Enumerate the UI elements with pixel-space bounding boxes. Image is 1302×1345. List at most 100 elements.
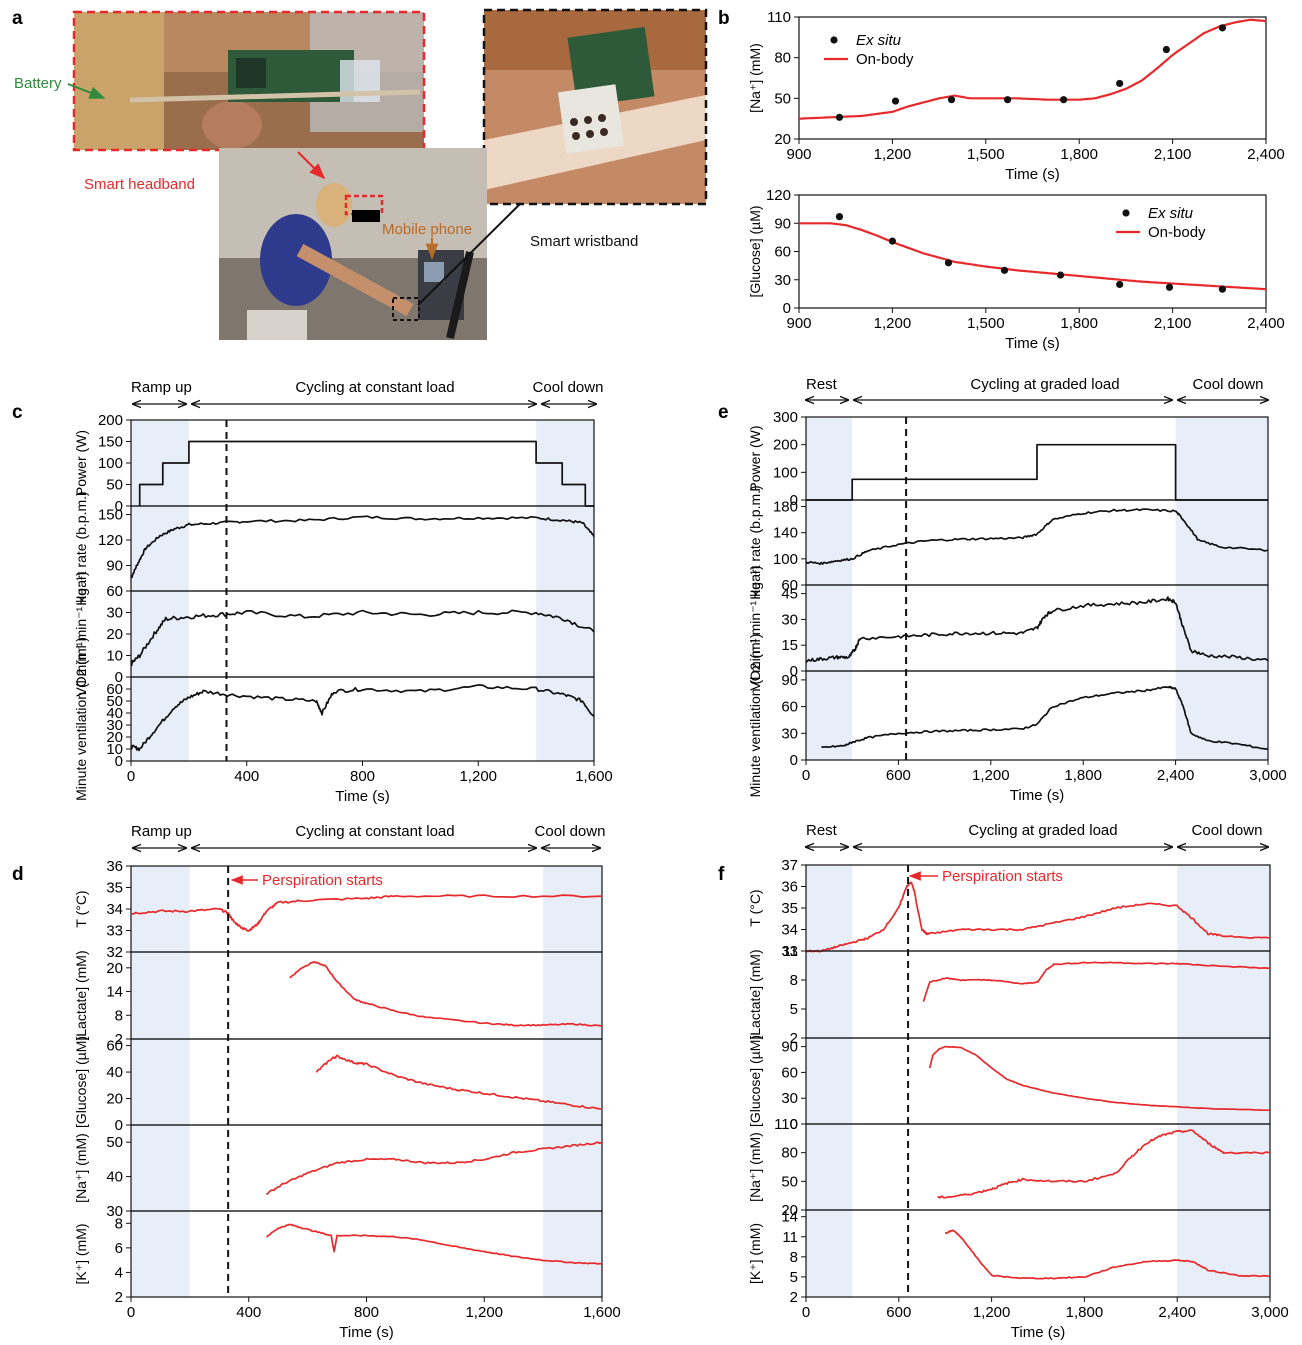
y-axis-label: Heart rate (b.p.m.) xyxy=(747,485,763,599)
chart-b-sodium: 20 50 80 110 900 1,200 1,500 1,800 2,100 2,400 Tim… xyxy=(747,9,1285,183)
y-tick-label: 11 xyxy=(782,943,798,960)
y-tick-label: 14 xyxy=(106,984,123,1001)
battery-arrow xyxy=(67,83,106,99)
panel-label-a: a xyxy=(12,8,23,29)
y-axis-label: [Glucose] (µM) xyxy=(747,1035,763,1127)
shade-region-e-0 xyxy=(806,417,853,760)
x-tick-label: 2,400 xyxy=(1157,767,1195,784)
y-tick-label: 140 xyxy=(773,525,798,542)
x-tick-label: 0 xyxy=(127,1304,135,1321)
x-tick-label: 900 xyxy=(786,146,811,163)
series-line xyxy=(944,1229,1271,1280)
y-tick-label: 20 xyxy=(106,1091,123,1108)
y-axis-label: [Glucose] (µM) xyxy=(747,205,763,297)
y-axis-label: [Glucose] (µM) xyxy=(73,1036,89,1128)
plot-frame xyxy=(805,1209,1271,1298)
y-tick-label: 35 xyxy=(781,900,798,917)
x-tick-label: 2,100 xyxy=(1154,315,1192,332)
y-tick-label: 90 xyxy=(781,672,798,689)
y-tick-label: 20 xyxy=(106,960,123,977)
y-tick-label: 110 xyxy=(774,1116,798,1133)
y-tick-label: 8 xyxy=(115,1215,123,1232)
y-tick-label: 11 xyxy=(782,1229,798,1246)
wristband-closeup-photo xyxy=(482,8,708,206)
phase-end-c: Cool down xyxy=(533,379,604,396)
y-tick-label: 60 xyxy=(781,699,798,716)
mobile-phone-label: Mobile phone xyxy=(382,221,472,238)
y-tick-label: 2 xyxy=(115,1289,123,1306)
x-axis-label: Time (s) xyxy=(335,788,389,805)
y-tick-label: 34 xyxy=(781,922,798,939)
y-tick-label: 6 xyxy=(115,1240,123,1257)
chart-d-glucose: 0 20 40 60 [Glucose] (µM) xyxy=(73,1036,603,1134)
x-tick-label: 3,000 xyxy=(1251,1304,1289,1321)
series-line xyxy=(821,685,1269,751)
series-line xyxy=(928,1045,1270,1112)
y-tick-label: 80 xyxy=(774,50,791,67)
x-axis-label: Time (s) xyxy=(1005,335,1059,352)
series-line xyxy=(289,961,603,1027)
phase-header-e: Rest Cycling at graded load Cool down xyxy=(806,376,1268,400)
shade-region-e-1 xyxy=(1175,417,1268,760)
ex-situ-point xyxy=(944,259,953,267)
y-tick-label: 35 xyxy=(106,880,123,897)
chart-e-power: 0 100 200 300 Power (W) xyxy=(747,409,1269,509)
y-tick-label: 110 xyxy=(767,9,791,26)
phase-end-d: Cool down xyxy=(535,823,606,840)
legend-marker-ex-situ xyxy=(1122,209,1130,217)
x-tick-label: 1,500 xyxy=(967,315,1005,332)
y-tick-label: 90 xyxy=(106,558,123,575)
x-tick-label: 0 xyxy=(802,1304,810,1321)
y-tick-label: 30 xyxy=(781,1090,798,1107)
y-tick-label: 150 xyxy=(98,507,123,524)
ex-situ-point xyxy=(947,96,956,104)
x-tick-label: 1,200 xyxy=(465,1304,503,1321)
photo-panel-a: Battery Smart headband Mobile phone Smar… xyxy=(14,8,708,340)
x-axis-label: Time (s) xyxy=(1011,1324,1065,1341)
y-tick-label: 2 xyxy=(790,1030,798,1047)
panel-label-d: d xyxy=(12,864,24,885)
y-axis-label: [Lactate] (mM) xyxy=(747,949,763,1039)
y-tick-label: 37 xyxy=(781,857,798,874)
y-tick-label: 300 xyxy=(773,409,798,426)
panel-label-b: b xyxy=(718,8,730,29)
y-tick-label: 2 xyxy=(115,1031,123,1048)
y-tick-label: 45 xyxy=(781,586,798,603)
ex-situ-point xyxy=(1165,283,1174,291)
plot-frame xyxy=(130,1210,603,1298)
x-tick-label: 600 xyxy=(886,767,911,784)
y-tick-label: 60 xyxy=(106,583,123,600)
y-tick-label: 40 xyxy=(106,1064,123,1081)
x-tick-label: 800 xyxy=(354,1304,379,1321)
dashed-markers xyxy=(225,417,910,1297)
chart-b-glucose: 0 30 60 90 120 900 1,200 1,500 1,800 2,100 2,400 Ti… xyxy=(747,187,1285,352)
x-tick-label: 400 xyxy=(236,1304,261,1321)
y-tick-label: 36 xyxy=(781,879,798,896)
y-tick-label: 20 xyxy=(781,1202,798,1219)
ex-situ-point xyxy=(835,213,844,221)
phase-start-d: Ramp up xyxy=(131,823,192,840)
chart-d-temperature: 32 33 34 35 36 T (°C) xyxy=(73,858,603,961)
y-tick-label: 5 xyxy=(790,1001,798,1018)
x-tick-label: 1,800 xyxy=(1060,315,1098,332)
phase-header-c: Ramp up Cycling at constant load Cool do… xyxy=(131,379,603,404)
ex-situ-point xyxy=(835,113,844,121)
x-tick-label: 800 xyxy=(350,768,375,785)
y-axis-label: [Na⁺] (mM) xyxy=(73,1133,89,1203)
y-axis-label: Heart rate (b.p.m.) xyxy=(73,491,89,605)
x-tick-label: 3,000 xyxy=(1249,767,1287,784)
legend-marker-ex-situ xyxy=(830,36,838,44)
phase-end-e: Cool down xyxy=(1193,376,1264,393)
series-line xyxy=(806,443,1268,501)
x-tick-label: 2,400 xyxy=(1158,1304,1196,1321)
chart-c-power: 0 50 100 150 200 Power (W) xyxy=(73,412,595,515)
chart-d-potassium: 2 4 6 8 0 400 800 1,200 1,600 Time (s) [K⁺] (mM) xyxy=(73,1210,621,1341)
shade-region-d-0 xyxy=(131,866,190,1297)
y-tick-label: 200 xyxy=(98,412,123,429)
chart-f-potassium: 2 5 8 11 14 0 600 1,200 1,800 2,400 3,000 Time (s) [… xyxy=(747,1209,1289,1341)
y-tick-label: 2 xyxy=(790,1289,798,1306)
chart-d-lactate: 2 8 14 20 [Lactate] (mM) xyxy=(73,950,603,1048)
y-tick-label: 15 xyxy=(781,637,798,654)
phase-header-f: Rest Cycling at graded load Cool down xyxy=(806,822,1268,847)
